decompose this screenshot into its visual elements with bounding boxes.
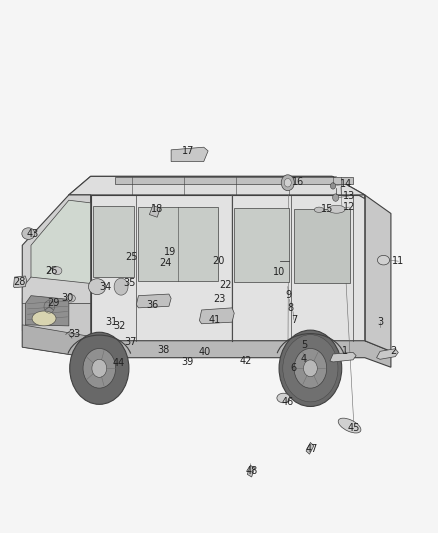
Text: 23: 23 — [214, 294, 226, 304]
Text: 44: 44 — [113, 358, 125, 368]
Polygon shape — [22, 298, 91, 341]
Polygon shape — [306, 442, 314, 454]
Text: 40: 40 — [199, 348, 211, 358]
Polygon shape — [22, 330, 391, 367]
Circle shape — [92, 359, 107, 377]
Circle shape — [332, 194, 339, 201]
Text: 2: 2 — [390, 346, 396, 357]
Polygon shape — [136, 294, 171, 308]
Text: 24: 24 — [160, 259, 172, 268]
Ellipse shape — [378, 255, 390, 265]
Polygon shape — [377, 349, 398, 359]
Text: 35: 35 — [124, 278, 136, 288]
Text: 15: 15 — [321, 204, 333, 214]
Text: 7: 7 — [291, 314, 297, 325]
Ellipse shape — [314, 207, 324, 213]
Text: 3: 3 — [377, 317, 383, 327]
Text: 22: 22 — [220, 280, 232, 290]
Text: 16: 16 — [292, 176, 304, 187]
Circle shape — [284, 179, 291, 187]
Text: 10: 10 — [273, 267, 285, 277]
Polygon shape — [115, 177, 353, 184]
Text: 4: 4 — [301, 354, 307, 364]
Circle shape — [114, 278, 128, 295]
Circle shape — [330, 183, 336, 189]
Ellipse shape — [277, 393, 290, 403]
Text: 14: 14 — [340, 179, 352, 189]
Text: 42: 42 — [240, 356, 252, 366]
Text: 5: 5 — [301, 340, 307, 350]
Text: 18: 18 — [151, 204, 163, 214]
Text: 37: 37 — [124, 337, 136, 347]
Polygon shape — [234, 208, 289, 282]
Polygon shape — [149, 206, 160, 217]
Ellipse shape — [52, 266, 62, 274]
Text: 32: 32 — [113, 321, 126, 331]
Text: 11: 11 — [392, 256, 404, 266]
Ellipse shape — [88, 279, 106, 295]
Text: 29: 29 — [47, 297, 60, 308]
Text: 1: 1 — [342, 346, 348, 357]
Text: 47: 47 — [305, 445, 318, 455]
Text: 9: 9 — [286, 290, 292, 300]
Circle shape — [304, 360, 317, 377]
Ellipse shape — [67, 295, 75, 302]
Text: 36: 36 — [147, 300, 159, 310]
Text: 20: 20 — [212, 256, 224, 266]
Text: 25: 25 — [125, 252, 138, 262]
Text: 33: 33 — [68, 329, 81, 340]
Text: 30: 30 — [61, 293, 74, 303]
Text: 19: 19 — [164, 247, 177, 257]
Text: 17: 17 — [181, 146, 194, 156]
Polygon shape — [22, 277, 91, 304]
Polygon shape — [138, 207, 218, 281]
Text: 6: 6 — [290, 364, 296, 373]
Text: 48: 48 — [246, 466, 258, 475]
Polygon shape — [69, 176, 365, 195]
Ellipse shape — [22, 228, 35, 239]
Text: 45: 45 — [348, 423, 360, 433]
Text: 12: 12 — [343, 202, 356, 212]
Ellipse shape — [338, 418, 361, 433]
Circle shape — [294, 349, 327, 388]
Text: 28: 28 — [14, 277, 26, 287]
Text: 13: 13 — [343, 191, 355, 201]
Circle shape — [283, 335, 338, 402]
Text: 46: 46 — [282, 397, 294, 407]
Polygon shape — [365, 195, 391, 351]
Circle shape — [83, 349, 116, 388]
Text: 41: 41 — [208, 314, 221, 325]
Polygon shape — [93, 206, 134, 277]
Polygon shape — [91, 195, 365, 341]
Circle shape — [70, 332, 129, 405]
Polygon shape — [22, 195, 91, 330]
Polygon shape — [171, 147, 208, 161]
Polygon shape — [294, 209, 350, 284]
Polygon shape — [247, 465, 254, 477]
Circle shape — [281, 175, 294, 191]
Polygon shape — [31, 200, 91, 304]
Ellipse shape — [32, 311, 56, 326]
Polygon shape — [199, 308, 234, 324]
Text: 39: 39 — [181, 357, 194, 367]
Text: 38: 38 — [157, 345, 170, 356]
Text: 34: 34 — [99, 281, 111, 292]
Circle shape — [279, 330, 342, 407]
Polygon shape — [22, 325, 91, 358]
Text: 31: 31 — [105, 317, 117, 327]
Text: 26: 26 — [45, 266, 58, 276]
Polygon shape — [69, 176, 365, 199]
Ellipse shape — [328, 205, 345, 213]
Text: 8: 8 — [288, 303, 294, 313]
Polygon shape — [25, 296, 69, 326]
Text: 43: 43 — [27, 229, 39, 239]
Polygon shape — [330, 352, 356, 362]
Polygon shape — [14, 276, 27, 288]
